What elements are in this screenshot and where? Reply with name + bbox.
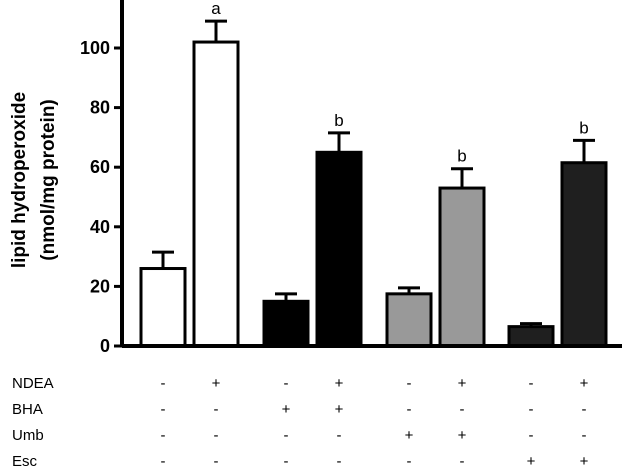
- table-cell: -: [407, 375, 412, 392]
- bar: [385, 292, 433, 348]
- table-row-label: Esc: [12, 453, 38, 470]
- table-row-label: Umb: [12, 427, 44, 444]
- table-row-label: BHA: [12, 401, 43, 418]
- table-cell: -: [529, 427, 534, 444]
- table-cell: -: [407, 453, 412, 470]
- y-tick-label: 0: [100, 336, 110, 356]
- y-tick-label: 100: [80, 38, 110, 58]
- significance-label: b: [457, 147, 466, 166]
- table-cell: -: [214, 453, 219, 470]
- table-cell: -: [161, 375, 166, 392]
- table-cell: +: [282, 401, 291, 418]
- table-cell: +: [335, 401, 344, 418]
- table-cell: -: [529, 401, 534, 418]
- y-tick-label: 20: [90, 276, 110, 296]
- significance-labels: a b b b: [211, 0, 588, 166]
- table-cell: +: [580, 375, 589, 392]
- treatment-table: NDEA - + - + - + - + BHA - - + + - - - - Umb - - - - + + - - Esc - - -…: [12, 375, 589, 470]
- table-cell: -: [214, 427, 219, 444]
- table-cell: +: [527, 453, 536, 470]
- table-cell: -: [460, 401, 465, 418]
- bar: [315, 150, 363, 348]
- table-cell: -: [284, 427, 289, 444]
- table-cell: +: [335, 375, 344, 392]
- bar: [438, 186, 486, 348]
- significance-label: a: [211, 0, 221, 18]
- bars: [139, 40, 608, 348]
- bar: [507, 325, 555, 348]
- table-cell: -: [407, 401, 412, 418]
- table-cell: +: [580, 453, 589, 470]
- table-cell: -: [337, 453, 342, 470]
- table-cell: +: [458, 375, 467, 392]
- table-cell: -: [460, 453, 465, 470]
- table-cell: -: [582, 401, 587, 418]
- y-tick-label: 40: [90, 217, 110, 237]
- table-cell: -: [529, 375, 534, 392]
- bar: [560, 161, 608, 348]
- table-cell: -: [337, 427, 342, 444]
- y-tick-label: 80: [90, 98, 110, 118]
- table-cell: -: [161, 453, 166, 470]
- significance-label: b: [579, 118, 588, 137]
- table-row-label: NDEA: [12, 375, 54, 392]
- bar: [192, 40, 240, 348]
- y-axis-title-line1: lipid hydroperoxide: [9, 92, 30, 268]
- table-cell: +: [405, 427, 414, 444]
- significance-label: b: [334, 111, 343, 130]
- table-cell: -: [284, 375, 289, 392]
- y-tick-label: 60: [90, 157, 110, 177]
- table-cell: +: [458, 427, 467, 444]
- table-cell: -: [582, 427, 587, 444]
- bar: [139, 267, 187, 348]
- table-cell: -: [284, 453, 289, 470]
- y-axis-title-line2: (nmol/mg protein): [38, 99, 59, 260]
- error-bars: [152, 19, 595, 327]
- table-cell: -: [161, 401, 166, 418]
- table-cell: +: [212, 375, 221, 392]
- bar: [262, 299, 310, 348]
- table-cell: -: [161, 427, 166, 444]
- table-cell: -: [214, 401, 219, 418]
- y-axis: 0 20 40 60 80 100: [80, 0, 124, 356]
